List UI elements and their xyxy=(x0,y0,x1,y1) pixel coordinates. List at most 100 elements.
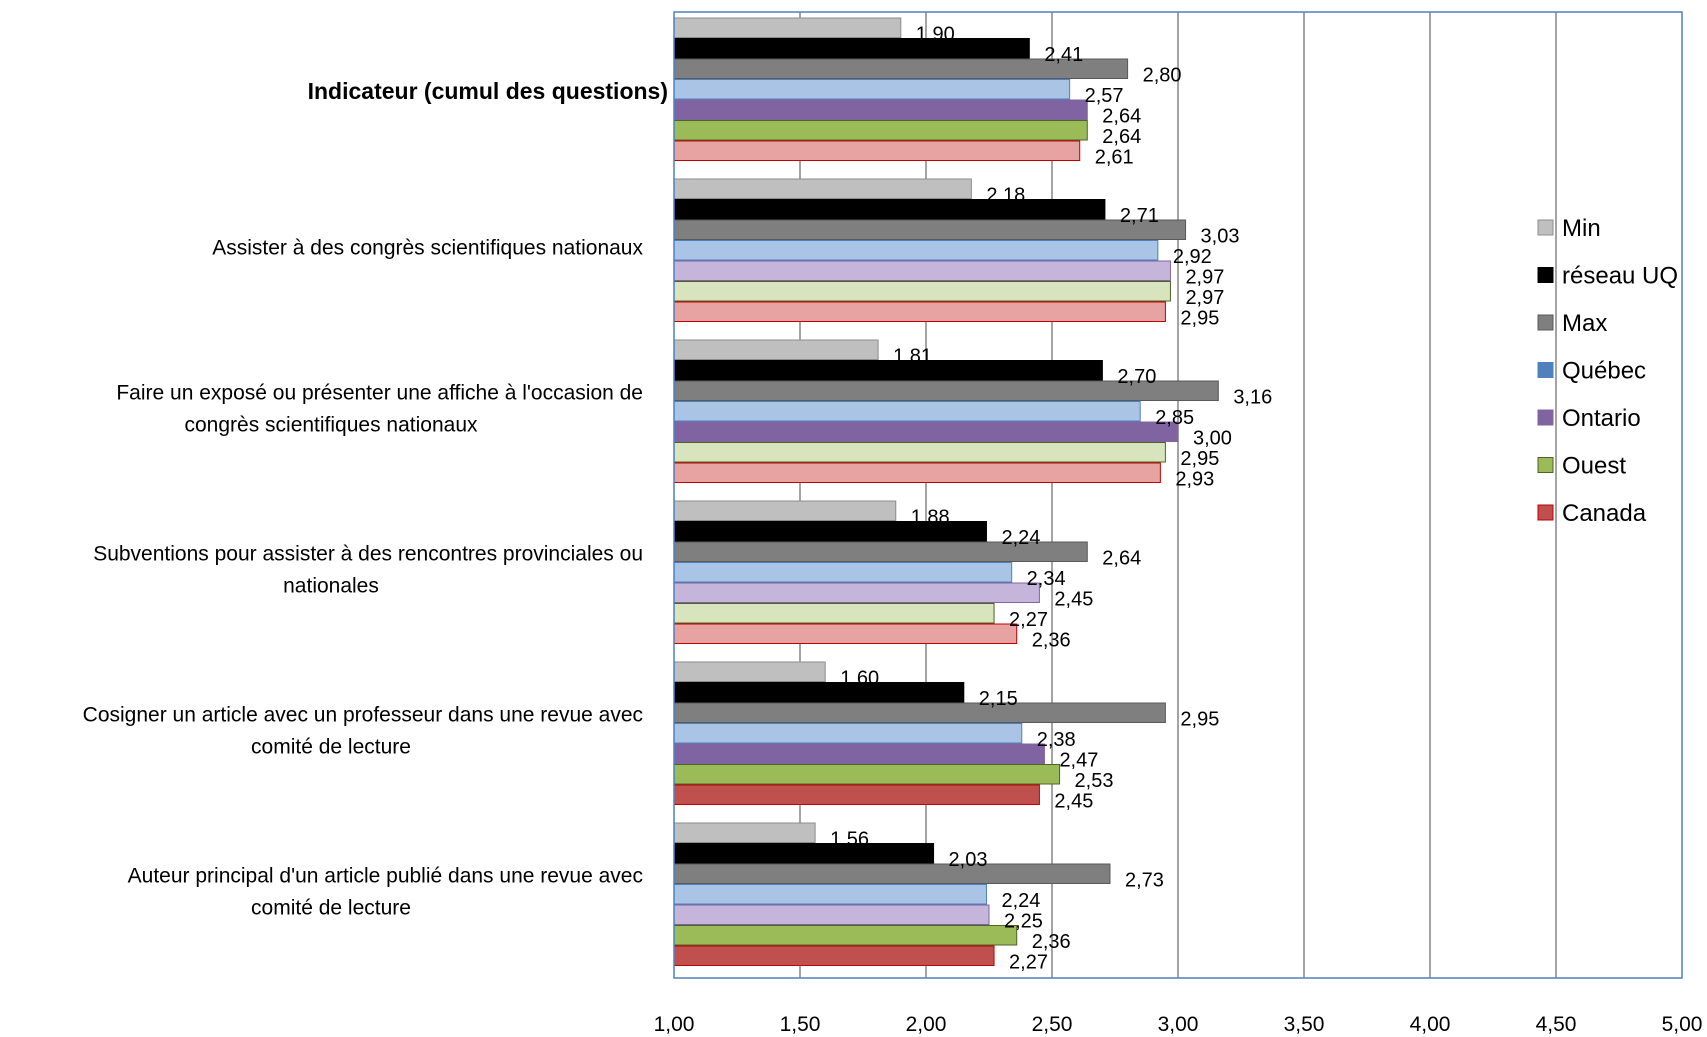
category-label: congrès scientifiques nationaux xyxy=(184,414,478,437)
data-label: 2,36 xyxy=(1032,931,1071,953)
data-label: 2,15 xyxy=(979,688,1018,710)
category-label: Assister à des congrès scientifiques nat… xyxy=(212,237,643,260)
bar xyxy=(673,843,935,864)
data-label: 1,81 xyxy=(893,346,932,368)
data-label: 3,16 xyxy=(1233,387,1272,409)
data-label: 2,34 xyxy=(1027,568,1066,590)
data-label: 2,71 xyxy=(1120,205,1159,227)
data-label: 2,47 xyxy=(1059,750,1098,772)
data-label: 2,97 xyxy=(1185,287,1224,309)
data-label: 2,80 xyxy=(1143,65,1182,87)
x-tick-label: 4,50 xyxy=(1536,1013,1577,1036)
data-label: 2,53 xyxy=(1075,770,1114,792)
legend: Min réseau UQ Max Québec Ontario Ouest Canada xyxy=(1537,215,1678,527)
legend-swatch xyxy=(1537,409,1554,426)
data-label: 2,92 xyxy=(1173,246,1212,268)
data-label: 3,03 xyxy=(1201,226,1240,248)
bar xyxy=(673,945,995,966)
category-label: comité de lecture xyxy=(251,736,411,759)
data-label: 3,00 xyxy=(1193,428,1232,450)
bar xyxy=(673,603,995,624)
data-label: 2,36 xyxy=(1032,630,1071,652)
bar xyxy=(673,784,1040,805)
plot-area-border xyxy=(673,11,1683,979)
x-tick-label: 2,50 xyxy=(1032,1013,1073,1036)
data-label: 2,27 xyxy=(1009,609,1048,631)
value-labels: 1,902,412,802,572,642,642,612,182,713,03… xyxy=(830,24,1272,974)
bar xyxy=(673,925,1018,946)
data-label: 2,70 xyxy=(1117,366,1156,388)
category-label: Indicateur (cumul des questions) xyxy=(308,78,668,104)
data-label: 2,97 xyxy=(1185,267,1224,289)
data-label: 2,45 xyxy=(1054,791,1093,813)
bar xyxy=(673,240,1159,261)
data-label: 2,64 xyxy=(1102,126,1141,148)
data-label: 1,56 xyxy=(830,829,869,851)
data-label: 2,38 xyxy=(1037,729,1076,751)
bar xyxy=(673,623,1018,644)
data-label: 2,73 xyxy=(1125,870,1164,892)
bars xyxy=(673,17,1219,966)
legend-swatch xyxy=(1537,362,1554,378)
x-tick-label: 5,00 xyxy=(1662,1013,1703,1036)
legend-swatch xyxy=(1537,314,1554,331)
bar xyxy=(673,401,1141,422)
data-label: 2,93 xyxy=(1175,469,1214,491)
bar xyxy=(673,38,1030,59)
legend-label: Max xyxy=(1562,310,1607,337)
data-label: 2,25 xyxy=(1004,911,1043,933)
data-label: 2,57 xyxy=(1085,85,1124,107)
data-label: 2,64 xyxy=(1102,548,1141,570)
category-label: comité de lecture xyxy=(251,897,411,920)
data-label: 2,18 xyxy=(986,185,1025,207)
data-label: 2,64 xyxy=(1102,106,1141,128)
bar xyxy=(673,421,1179,442)
legend-label: Canada xyxy=(1562,500,1647,527)
data-label: 2,24 xyxy=(1001,527,1040,549)
legend-label: Ouest xyxy=(1562,453,1626,480)
bar xyxy=(673,79,1071,100)
x-tick-label: 1,00 xyxy=(654,1013,695,1036)
bar xyxy=(673,442,1166,463)
category-label: Cosigner un article avec un professeur d… xyxy=(83,704,643,727)
bar xyxy=(673,140,1081,161)
legend-label: Min xyxy=(1562,215,1601,242)
bar xyxy=(673,219,1187,240)
bar xyxy=(673,178,972,199)
data-label: 1,60 xyxy=(840,668,879,690)
bar xyxy=(673,743,1045,764)
bar xyxy=(673,301,1166,322)
x-axis-tick-labels: 1,00 1,50 2,00 2,50 3,00 3,50 4,00 4,50 5,00 xyxy=(654,1013,1703,1036)
bar xyxy=(673,199,1106,220)
data-label: 2,95 xyxy=(1180,308,1219,330)
data-label: 2,45 xyxy=(1054,589,1093,611)
data-label: 2,85 xyxy=(1155,407,1194,429)
legend-label: Ontario xyxy=(1562,405,1641,432)
x-tick-label: 4,00 xyxy=(1410,1013,1451,1036)
x-tick-label: 3,00 xyxy=(1158,1013,1199,1036)
data-label: 2,95 xyxy=(1180,448,1219,470)
legend-swatch xyxy=(1537,504,1554,521)
bar xyxy=(673,822,816,843)
category-label: nationales xyxy=(283,575,379,598)
bar xyxy=(673,260,1171,281)
bar xyxy=(673,682,965,703)
bar xyxy=(673,339,879,360)
legend-swatch xyxy=(1537,457,1554,473)
x-tick-label: 2,00 xyxy=(906,1013,947,1036)
data-label: 1,88 xyxy=(911,507,950,529)
bar xyxy=(673,661,826,682)
gridlines xyxy=(799,12,1557,978)
bar xyxy=(673,562,1013,583)
data-label: 2,27 xyxy=(1009,952,1048,974)
legend-swatch xyxy=(1537,267,1554,283)
bar xyxy=(673,863,1111,884)
bar xyxy=(673,281,1171,302)
bar xyxy=(673,17,902,38)
x-tick-label: 3,50 xyxy=(1284,1013,1325,1036)
bar xyxy=(673,582,1040,603)
x-tick-label: 1,50 xyxy=(780,1013,821,1036)
data-label: 2,41 xyxy=(1044,44,1083,66)
plot-border xyxy=(673,11,1683,979)
